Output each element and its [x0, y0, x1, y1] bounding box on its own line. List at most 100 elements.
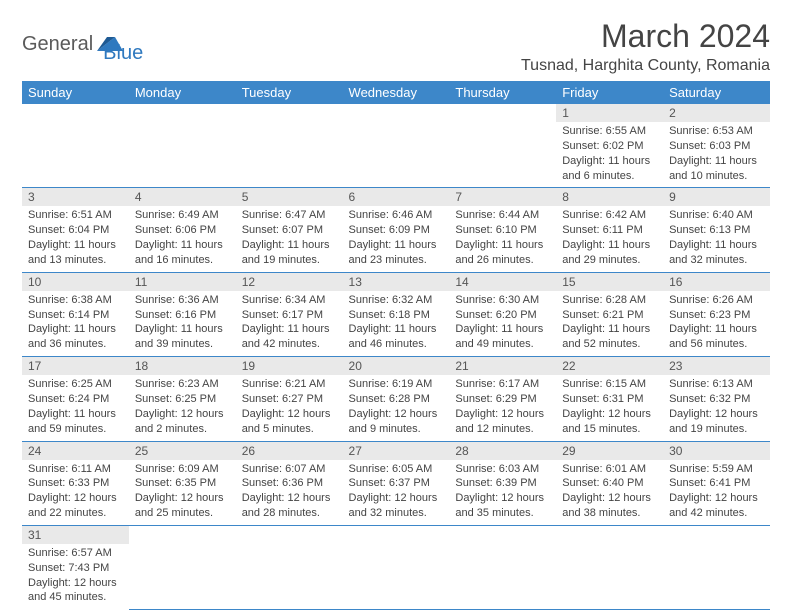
- calendar-day-cell: 8Sunrise: 6:42 AMSunset: 6:11 PMDaylight…: [556, 188, 663, 272]
- day-data: Sunrise: 6:07 AMSunset: 6:36 PMDaylight:…: [236, 460, 343, 525]
- day-number: 15: [556, 273, 663, 291]
- calendar-day-cell: 14Sunrise: 6:30 AMSunset: 6:20 PMDayligh…: [449, 272, 556, 356]
- day-number: 20: [343, 357, 450, 375]
- day-number: 27: [343, 442, 450, 460]
- calendar-day-cell: 12Sunrise: 6:34 AMSunset: 6:17 PMDayligh…: [236, 272, 343, 356]
- day-number: 9: [663, 188, 770, 206]
- day-header: Wednesday: [343, 81, 450, 104]
- day-number: 14: [449, 273, 556, 291]
- day-data: Sunrise: 6:01 AMSunset: 6:40 PMDaylight:…: [556, 460, 663, 525]
- day-data: Sunrise: 6:25 AMSunset: 6:24 PMDaylight:…: [22, 375, 129, 440]
- day-data: Sunrise: 6:46 AMSunset: 6:09 PMDaylight:…: [343, 206, 450, 271]
- day-data: Sunrise: 6:11 AMSunset: 6:33 PMDaylight:…: [22, 460, 129, 525]
- day-number: 31: [22, 526, 129, 544]
- day-number: 6: [343, 188, 450, 206]
- header: General Blue March 2024 Tusnad, Harghita…: [22, 18, 770, 75]
- day-data: Sunrise: 6:44 AMSunset: 6:10 PMDaylight:…: [449, 206, 556, 271]
- calendar-day-cell: 26Sunrise: 6:07 AMSunset: 6:36 PMDayligh…: [236, 441, 343, 525]
- month-title: March 2024: [521, 18, 770, 55]
- day-number: 19: [236, 357, 343, 375]
- calendar-day-cell: 20Sunrise: 6:19 AMSunset: 6:28 PMDayligh…: [343, 357, 450, 441]
- day-data: Sunrise: 6:42 AMSunset: 6:11 PMDaylight:…: [556, 206, 663, 271]
- day-header: Tuesday: [236, 81, 343, 104]
- day-data: Sunrise: 6:34 AMSunset: 6:17 PMDaylight:…: [236, 291, 343, 356]
- day-data: Sunrise: 6:38 AMSunset: 6:14 PMDaylight:…: [22, 291, 129, 356]
- calendar-day-cell: 1Sunrise: 6:55 AMSunset: 6:02 PMDaylight…: [556, 104, 663, 188]
- calendar-empty-cell: [236, 525, 343, 609]
- day-number: 12: [236, 273, 343, 291]
- day-header: Sunday: [22, 81, 129, 104]
- calendar-empty-cell: [663, 525, 770, 609]
- day-number: 25: [129, 442, 236, 460]
- calendar-day-cell: 25Sunrise: 6:09 AMSunset: 6:35 PMDayligh…: [129, 441, 236, 525]
- day-data: Sunrise: 6:32 AMSunset: 6:18 PMDaylight:…: [343, 291, 450, 356]
- day-number: 16: [663, 273, 770, 291]
- calendar-day-cell: 4Sunrise: 6:49 AMSunset: 6:06 PMDaylight…: [129, 188, 236, 272]
- calendar-week-row: 24Sunrise: 6:11 AMSunset: 6:33 PMDayligh…: [22, 441, 770, 525]
- day-data: Sunrise: 6:55 AMSunset: 6:02 PMDaylight:…: [556, 122, 663, 187]
- day-data: Sunrise: 6:13 AMSunset: 6:32 PMDaylight:…: [663, 375, 770, 440]
- calendar-empty-cell: [556, 525, 663, 609]
- calendar-day-cell: 27Sunrise: 6:05 AMSunset: 6:37 PMDayligh…: [343, 441, 450, 525]
- day-number: 28: [449, 442, 556, 460]
- calendar-empty-cell: [129, 525, 236, 609]
- day-number: 17: [22, 357, 129, 375]
- calendar-day-cell: 30Sunrise: 5:59 AMSunset: 6:41 PMDayligh…: [663, 441, 770, 525]
- day-data: Sunrise: 6:28 AMSunset: 6:21 PMDaylight:…: [556, 291, 663, 356]
- calendar-day-cell: 2Sunrise: 6:53 AMSunset: 6:03 PMDaylight…: [663, 104, 770, 188]
- day-number: 30: [663, 442, 770, 460]
- day-data: Sunrise: 6:51 AMSunset: 6:04 PMDaylight:…: [22, 206, 129, 271]
- calendar-empty-cell: [236, 104, 343, 188]
- day-number: 10: [22, 273, 129, 291]
- calendar-day-cell: 6Sunrise: 6:46 AMSunset: 6:09 PMDaylight…: [343, 188, 450, 272]
- day-number: 7: [449, 188, 556, 206]
- day-number: 18: [129, 357, 236, 375]
- calendar-day-cell: 3Sunrise: 6:51 AMSunset: 6:04 PMDaylight…: [22, 188, 129, 272]
- day-number: 11: [129, 273, 236, 291]
- calendar-day-cell: 29Sunrise: 6:01 AMSunset: 6:40 PMDayligh…: [556, 441, 663, 525]
- day-number: 5: [236, 188, 343, 206]
- calendar-day-cell: 15Sunrise: 6:28 AMSunset: 6:21 PMDayligh…: [556, 272, 663, 356]
- day-header: Monday: [129, 81, 236, 104]
- calendar-day-cell: 28Sunrise: 6:03 AMSunset: 6:39 PMDayligh…: [449, 441, 556, 525]
- calendar-week-row: 3Sunrise: 6:51 AMSunset: 6:04 PMDaylight…: [22, 188, 770, 272]
- logo-text-general: General: [22, 33, 93, 56]
- day-number: 22: [556, 357, 663, 375]
- day-number: 3: [22, 188, 129, 206]
- calendar-day-cell: 10Sunrise: 6:38 AMSunset: 6:14 PMDayligh…: [22, 272, 129, 356]
- title-block: March 2024 Tusnad, Harghita County, Roma…: [521, 18, 770, 75]
- calendar-day-cell: 23Sunrise: 6:13 AMSunset: 6:32 PMDayligh…: [663, 357, 770, 441]
- day-data: Sunrise: 6:26 AMSunset: 6:23 PMDaylight:…: [663, 291, 770, 356]
- day-header-row: SundayMondayTuesdayWednesdayThursdayFrid…: [22, 81, 770, 104]
- day-data: Sunrise: 6:19 AMSunset: 6:28 PMDaylight:…: [343, 375, 450, 440]
- calendar-empty-cell: [449, 104, 556, 188]
- calendar-day-cell: 31Sunrise: 6:57 AMSunset: 7:43 PMDayligh…: [22, 525, 129, 609]
- calendar-day-cell: 24Sunrise: 6:11 AMSunset: 6:33 PMDayligh…: [22, 441, 129, 525]
- day-header: Friday: [556, 81, 663, 104]
- day-number: 24: [22, 442, 129, 460]
- calendar-empty-cell: [129, 104, 236, 188]
- day-data: Sunrise: 6:49 AMSunset: 6:06 PMDaylight:…: [129, 206, 236, 271]
- calendar-table: SundayMondayTuesdayWednesdayThursdayFrid…: [22, 81, 770, 610]
- calendar-week-row: 1Sunrise: 6:55 AMSunset: 6:02 PMDaylight…: [22, 104, 770, 188]
- day-data: Sunrise: 5:59 AMSunset: 6:41 PMDaylight:…: [663, 460, 770, 525]
- day-data: Sunrise: 6:40 AMSunset: 6:13 PMDaylight:…: [663, 206, 770, 271]
- day-data: Sunrise: 6:30 AMSunset: 6:20 PMDaylight:…: [449, 291, 556, 356]
- calendar-day-cell: 16Sunrise: 6:26 AMSunset: 6:23 PMDayligh…: [663, 272, 770, 356]
- day-data: Sunrise: 6:03 AMSunset: 6:39 PMDaylight:…: [449, 460, 556, 525]
- calendar-empty-cell: [22, 104, 129, 188]
- day-number: 21: [449, 357, 556, 375]
- day-header: Thursday: [449, 81, 556, 104]
- calendar-empty-cell: [449, 525, 556, 609]
- day-number: 26: [236, 442, 343, 460]
- day-number: 8: [556, 188, 663, 206]
- calendar-empty-cell: [343, 525, 450, 609]
- day-number: 2: [663, 104, 770, 122]
- day-data: Sunrise: 6:09 AMSunset: 6:35 PMDaylight:…: [129, 460, 236, 525]
- day-data: Sunrise: 6:47 AMSunset: 6:07 PMDaylight:…: [236, 206, 343, 271]
- day-data: Sunrise: 6:15 AMSunset: 6:31 PMDaylight:…: [556, 375, 663, 440]
- logo: General Blue: [22, 18, 143, 65]
- day-data: Sunrise: 6:53 AMSunset: 6:03 PMDaylight:…: [663, 122, 770, 187]
- calendar-day-cell: 9Sunrise: 6:40 AMSunset: 6:13 PMDaylight…: [663, 188, 770, 272]
- calendar-day-cell: 5Sunrise: 6:47 AMSunset: 6:07 PMDaylight…: [236, 188, 343, 272]
